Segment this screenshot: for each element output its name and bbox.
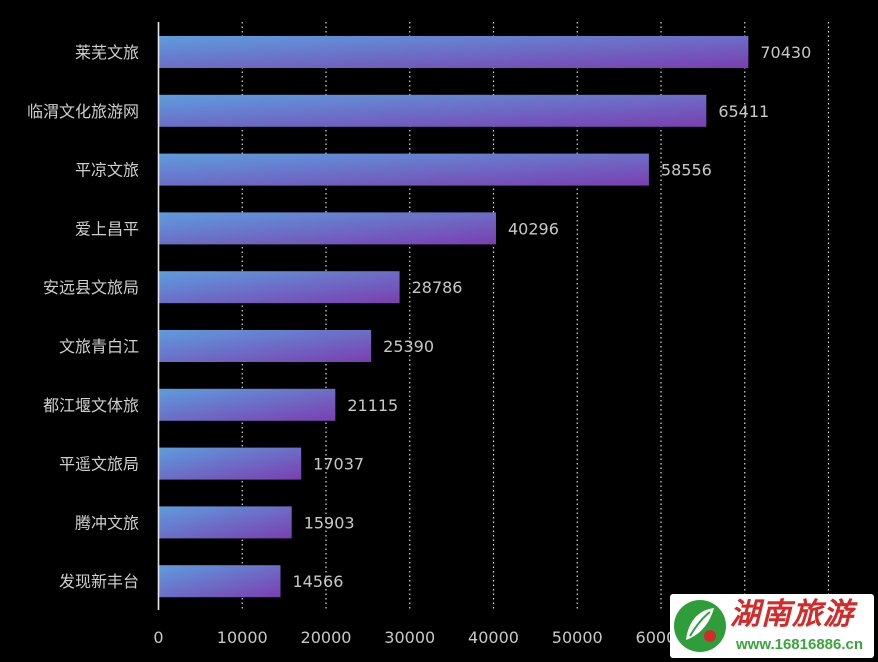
x-tick-label: 0 (153, 628, 163, 647)
bar (158, 330, 372, 362)
bar (158, 36, 749, 68)
category-label: 临渭文化旅游网 (27, 102, 139, 121)
category-label: 腾冲文旅 (75, 513, 139, 532)
bar (158, 212, 496, 245)
bar (158, 565, 281, 598)
category-label: 爱上昌平 (75, 219, 139, 238)
value-labels: 70430 65411 58556 40296 28786 25390 21115 17037… (292, 43, 811, 591)
value-label: 21115 (347, 396, 398, 415)
x-axis-tick-labels: 0 10000 20000 30000 40000 50000 60000 (153, 628, 686, 647)
value-label: 65411 (718, 102, 769, 121)
category-label: 安远县文旅局 (43, 278, 139, 297)
bar (158, 447, 302, 480)
category-label: 文旅青白江 (59, 337, 139, 356)
grid-lines (241, 22, 830, 610)
x-tick-label: 40000 (468, 628, 519, 647)
bar (158, 153, 649, 186)
green-leaf-logo-icon (674, 600, 726, 652)
bars (158, 36, 749, 598)
category-label: 发现新丰台 (59, 572, 139, 591)
bar (158, 506, 292, 539)
value-label: 58556 (661, 161, 712, 180)
watermark-title: 湖南旅游 (730, 597, 854, 632)
bar (158, 388, 336, 421)
category-label: 平凉文旅 (75, 161, 139, 180)
value-label: 14566 (292, 572, 343, 591)
category-labels: 莱芜文旅临渭文化旅游网平凉文旅爱上昌平安远县文旅局文旅青白江都江堰文体旅平遥文旅… (27, 43, 139, 591)
bar (158, 94, 707, 127)
category-label: 莱芜文旅 (75, 43, 139, 62)
x-tick-label: 50000 (552, 628, 603, 647)
watermark: 湖南旅游 www.16816886.cn (670, 594, 874, 658)
value-label: 28786 (412, 278, 463, 297)
value-label: 15903 (304, 513, 355, 532)
value-label: 25390 (383, 337, 434, 356)
value-label: 70430 (760, 43, 811, 62)
value-label: 17037 (313, 455, 364, 474)
x-tick-label: 30000 (384, 628, 435, 647)
category-label: 平遥文旅局 (59, 455, 139, 474)
value-label: 40296 (508, 219, 559, 238)
watermark-url: www.16816886.cn (736, 636, 864, 653)
x-tick-label: 20000 (301, 628, 352, 647)
bar (158, 271, 400, 304)
category-label: 都江堰文体旅 (43, 396, 139, 415)
x-tick-label: 10000 (217, 628, 268, 647)
